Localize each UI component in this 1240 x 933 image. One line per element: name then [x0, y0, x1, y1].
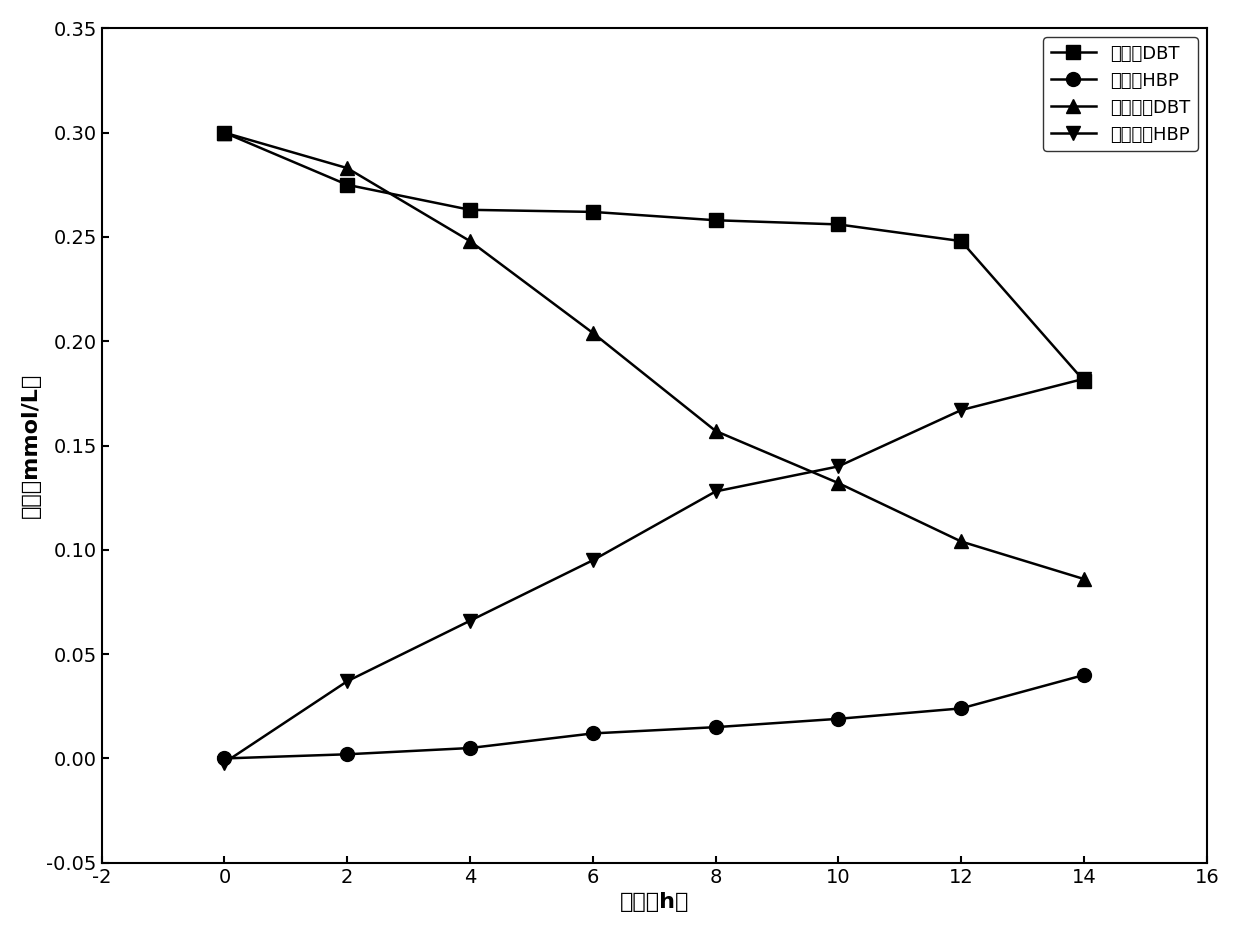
油水两相HBP	[954, 405, 968, 416]
油水两相HBP	[217, 757, 232, 768]
油水两相HBP	[585, 555, 600, 566]
油水两相DBT	[463, 235, 477, 246]
单水相DBT	[585, 206, 600, 217]
油水两相HBP	[831, 461, 846, 472]
Legend: 单水相DBT, 单水相HBP, 油水两相DBT, 油水两相HBP: 单水相DBT, 单水相HBP, 油水两相DBT, 油水两相HBP	[1044, 37, 1198, 151]
油水两相DBT	[831, 478, 846, 489]
油水两相DBT	[954, 536, 968, 547]
油水两相HBP	[1076, 373, 1091, 384]
单水相HBP	[708, 721, 723, 732]
单水相HBP	[1076, 669, 1091, 680]
Line: 油水两相HBP: 油水两相HBP	[217, 372, 1091, 770]
油水两相DBT	[708, 425, 723, 437]
单水相DBT	[831, 219, 846, 230]
单水相HBP	[831, 713, 846, 724]
Line: 单水相HBP: 单水相HBP	[217, 668, 1091, 765]
Line: 油水两相DBT: 油水两相DBT	[217, 126, 1091, 586]
单水相HBP	[585, 728, 600, 739]
单水相HBP	[954, 703, 968, 714]
单水相DBT	[708, 215, 723, 226]
油水两相DBT	[340, 162, 355, 174]
油水两相HBP	[708, 486, 723, 497]
单水相DBT	[340, 179, 355, 190]
Y-axis label: 浓度（mmol/L）: 浓度（mmol/L）	[21, 373, 41, 518]
单水相DBT	[217, 127, 232, 138]
单水相DBT	[954, 235, 968, 246]
油水两相HBP	[340, 675, 355, 687]
单水相HBP	[463, 743, 477, 754]
Line: 单水相DBT: 单水相DBT	[217, 126, 1091, 388]
油水两相DBT	[217, 127, 232, 138]
单水相DBT	[1076, 375, 1091, 386]
单水相HBP	[217, 753, 232, 764]
X-axis label: 时间（h）: 时间（h）	[620, 892, 689, 912]
油水两相DBT	[1076, 574, 1091, 585]
油水两相DBT	[585, 327, 600, 339]
单水相DBT	[463, 204, 477, 216]
油水两相HBP	[463, 615, 477, 626]
单水相HBP	[340, 748, 355, 759]
